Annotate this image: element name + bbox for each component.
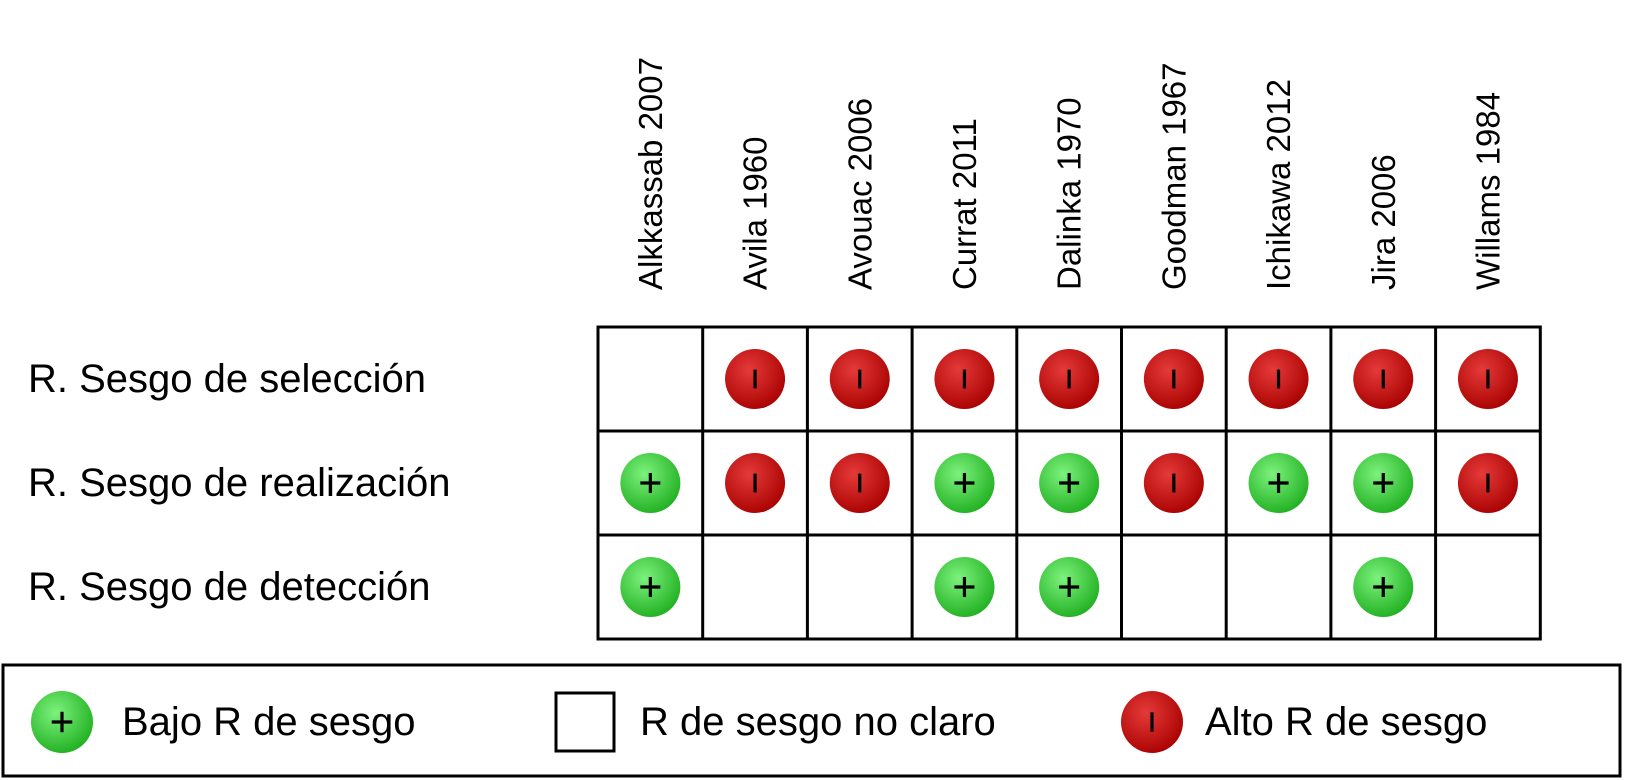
high-risk-mark [934, 349, 995, 409]
legend-box [1, 663, 1622, 778]
bias-cell [934, 557, 995, 617]
bias-cell [829, 349, 890, 409]
high-risk-mark [725, 453, 786, 513]
legend-label: Alto R de sesgo [1205, 700, 1487, 744]
low-risk-mark [1039, 453, 1100, 513]
legend: Bajo R de sesgo R de sesgo no claro Alto R… [1, 663, 1622, 778]
plus-icon [1268, 473, 1289, 493]
unclear-risk-swatch [554, 691, 616, 753]
row-label: R. Sesgo de selección [28, 357, 426, 401]
study-label: Jira 2006 [1365, 154, 1402, 290]
bias-cell [1353, 349, 1414, 409]
bias-cell [1143, 453, 1204, 513]
high-risk-mark [1143, 453, 1204, 513]
plus-icon [640, 577, 661, 597]
bias-cell [1039, 349, 1100, 409]
study-label: Alkkassab 2007 [632, 57, 669, 290]
legend-label: R de sesgo no claro [640, 700, 996, 744]
study-label: Goodman 1967 [1155, 62, 1192, 290]
low-risk-mark [1039, 557, 1100, 617]
high-risk-mark [1457, 453, 1518, 513]
high-risk-mark [1039, 349, 1100, 409]
plus-icon [640, 473, 661, 493]
plus-icon [954, 473, 975, 493]
plus-icon [1373, 473, 1394, 493]
legend-item-unclear: R de sesgo no claro [554, 691, 996, 753]
low-risk-mark [1353, 557, 1414, 617]
bias-cell [620, 557, 681, 617]
row-label: R. Sesgo de realización [28, 461, 450, 505]
high-risk-mark [1248, 349, 1309, 409]
study-labels: Alkkassab 2007 Avila 1960 Avouac 2006 Curra… [632, 57, 1507, 290]
bias-cell [1039, 453, 1100, 513]
study-label: Avila 1960 [737, 136, 774, 290]
low-risk-mark [1353, 453, 1414, 513]
study-label: Willams 1984 [1469, 92, 1506, 290]
high-risk-mark [1353, 349, 1414, 409]
bias-cell [1457, 349, 1518, 409]
legend-item-high: Alto R de sesgo [1121, 691, 1487, 753]
bias-cell [1039, 557, 1100, 617]
bias-cell [829, 453, 890, 513]
bias-cell [725, 349, 786, 409]
legend-label: Bajo R de sesgo [122, 700, 416, 744]
high-risk-mark [829, 453, 890, 513]
bias-cell [1353, 557, 1414, 617]
high-risk-mark [725, 349, 786, 409]
bias-cell [934, 349, 995, 409]
low-risk-mark [934, 557, 995, 617]
bias-cell [1248, 453, 1309, 513]
plus-icon [1059, 577, 1080, 597]
low-risk-mark [1248, 453, 1309, 513]
row-labels: R. Sesgo de selección R. Sesgo de realiza… [28, 357, 450, 609]
plus-icon [954, 577, 975, 597]
high-risk-swatch [1121, 691, 1183, 753]
high-risk-mark [1143, 349, 1204, 409]
bias-cell [620, 453, 681, 513]
plus-icon [1373, 577, 1394, 597]
bias-cell [1143, 349, 1204, 409]
bias-grid [596, 325, 1542, 641]
study-label: Avouac 2006 [841, 98, 878, 290]
bias-cell [934, 453, 995, 513]
bias-cell [1353, 453, 1414, 513]
study-label: Ichikawa 2012 [1260, 79, 1297, 290]
low-risk-mark [934, 453, 995, 513]
study-label: Currat 2011 [946, 118, 983, 290]
bias-cell [1457, 453, 1518, 513]
study-label: Dalinka 1970 [1051, 97, 1088, 290]
legend-item-low: Bajo R de sesgo [31, 691, 416, 753]
plus-icon [51, 711, 73, 733]
plus-icon [1059, 473, 1080, 493]
bias-cell [725, 453, 786, 513]
high-risk-mark [829, 349, 890, 409]
bias-cell [1248, 349, 1309, 409]
low-risk-swatch [31, 691, 93, 753]
high-risk-mark [1457, 349, 1518, 409]
low-risk-mark [620, 453, 681, 513]
row-label: R. Sesgo de detección [28, 565, 430, 609]
low-risk-mark [620, 557, 681, 617]
